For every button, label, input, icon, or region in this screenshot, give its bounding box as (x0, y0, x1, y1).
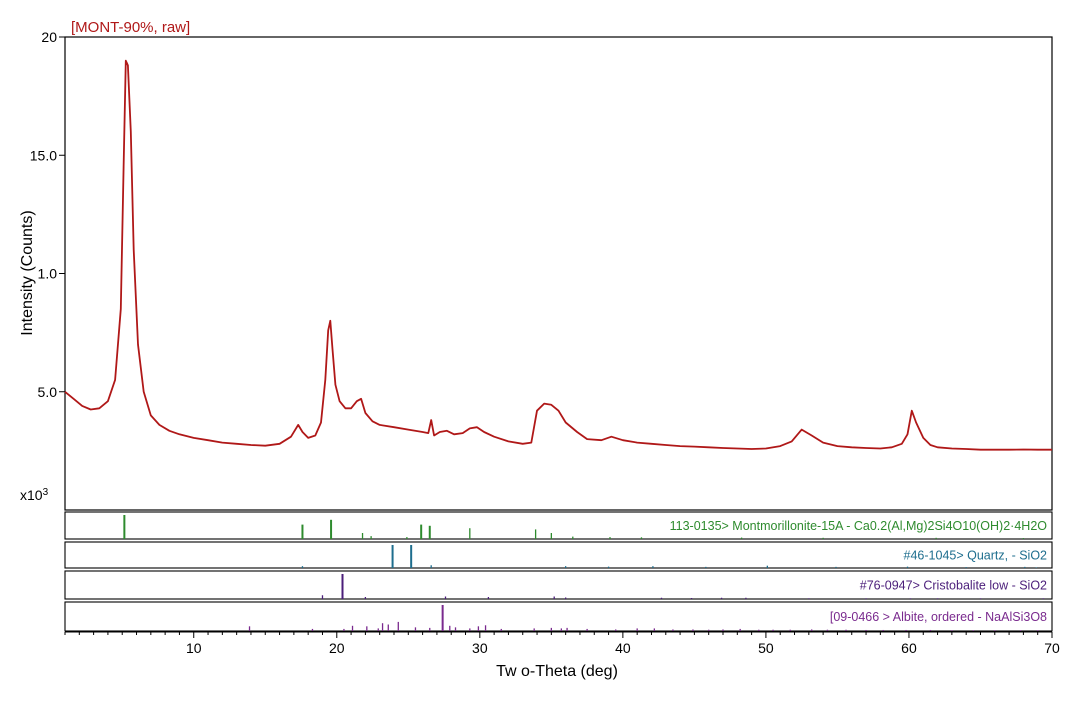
series-line-mont-90-raw (64, 59, 1052, 451)
reference-panel-frame-2 (64, 570, 1053, 600)
reference-panel-frame-1 (64, 541, 1053, 569)
reference-panel-1: #46-1045> Quartz, - SiO2 (64, 541, 1053, 569)
reference-label-1: #46-1045> Quartz, - SiO2 (904, 549, 1048, 563)
reference-panel-0: 113-0135> Montmorillonite-15A - Ca0.2(Al… (64, 511, 1053, 540)
reference-panel-3: [09-0466 > Albite, ordered - NaAlSi3O8 (64, 601, 1053, 632)
x-tick-label-4: 50 (758, 640, 774, 656)
y-axis-ticks: 5.0 1.0 15.0 20 (30, 29, 65, 400)
y-tick-label-2: 15.0 (30, 147, 57, 163)
y-tick-label-3: 20 (41, 29, 57, 45)
x-tick-label-0: 10 (186, 640, 202, 656)
x-tick-label-2: 30 (472, 640, 488, 656)
reference-panel-2: #76-0947> Cristobalite low - SiO2 (64, 570, 1053, 600)
x-tick-label-5: 60 (901, 640, 917, 656)
y-multiplier-exponent: 3 (43, 487, 49, 498)
y-tick-label-1: 1.0 (38, 266, 58, 282)
x-tick-label-3: 40 (615, 640, 631, 656)
y-tick-label-0: 5.0 (38, 384, 58, 400)
reference-panel-frame-3 (64, 601, 1053, 632)
reference-label-3: [09-0466 > Albite, ordered - NaAlSi3O8 (830, 610, 1047, 624)
main-plot-area: 5.0 1.0 15.0 20 (30, 29, 1053, 511)
series-name-label: [MONT-90%, raw] (71, 19, 190, 36)
reference-label-2: #76-0947> Cristobalite low - SiO2 (860, 579, 1047, 593)
reference-panel-frame-0 (64, 511, 1053, 540)
x-tick-label-6: 70 (1044, 640, 1060, 656)
x-axis-title: Tw o-Theta (deg) (496, 663, 618, 680)
reference-pattern-panels: 113-0135> Montmorillonite-15A - Ca0.2(Al… (64, 511, 1053, 632)
y-axis-title: Intensity (Counts) (19, 210, 36, 335)
y-multiplier-label: x103 (20, 487, 49, 503)
reference-label-0: 113-0135> Montmorillonite-15A - Ca0.2(Al… (670, 519, 1048, 533)
x-axis-ticks: 10 20 30 40 50 60 70 (64, 631, 1060, 656)
x-tick-label-1: 20 (329, 640, 345, 656)
